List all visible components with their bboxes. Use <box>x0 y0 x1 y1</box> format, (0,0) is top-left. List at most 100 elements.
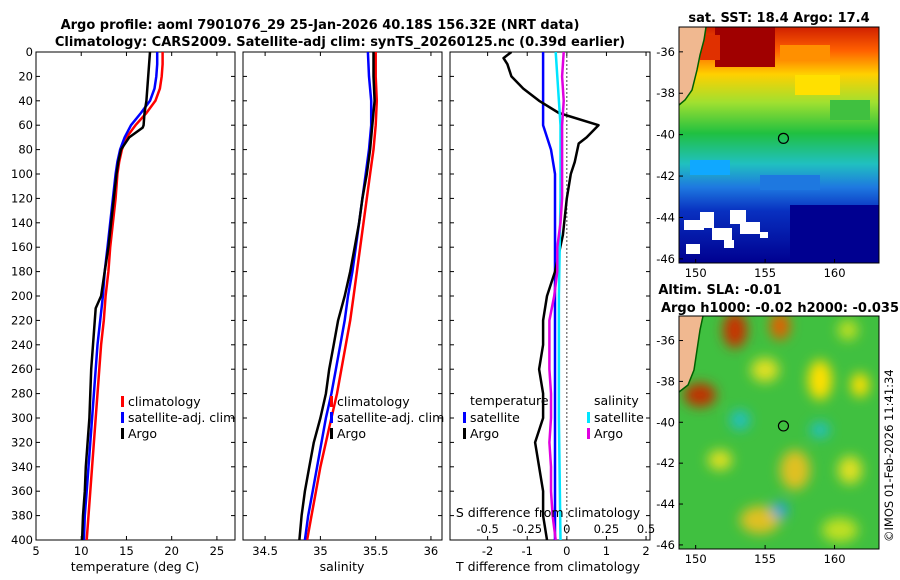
map-y-tick-label: -38 <box>656 86 675 100</box>
y-tick-label: 280 <box>11 387 33 401</box>
map-y-tick-label: -38 <box>656 374 675 388</box>
salinity-legend: climatology satellite-adj. clim Argo <box>330 394 444 441</box>
legend-label-climatology: climatology <box>337 394 410 409</box>
imos-watermark: ©IMOS 01-Feb-2026 11:41:34 <box>882 369 896 542</box>
y-tick-label: 180 <box>11 265 33 279</box>
top-tick-label: -0.5 <box>476 522 498 536</box>
salinity-depth-ticks <box>243 51 442 541</box>
legend-label-s-argo: Argo <box>594 426 623 441</box>
x-tick-label: 36 <box>424 544 439 558</box>
x-tick-label: 25 <box>210 544 225 558</box>
sla-argo-marker <box>777 420 790 432</box>
y-tick-label: 100 <box>11 167 33 181</box>
sst-warm-block <box>700 35 720 60</box>
t-difference-axis-label: T difference from climatology <box>455 559 641 574</box>
sla-map-field <box>679 316 879 549</box>
sst-warm-core <box>715 27 775 67</box>
legend-swatch-argo <box>330 428 333 439</box>
sst-map-ticks: 150 155 160 -36 -38 -40 -42 -44 -46 <box>656 45 845 280</box>
s-difference-axis-label: S difference from climatology <box>456 505 641 520</box>
temperature-panel: 0 20 40 60 80 100 120 140 160 180 200 220 240 260 280 3… <box>11 45 236 574</box>
x-tick-label: 0 <box>563 544 570 558</box>
difference-legend: temperature satellite Argo salinity sate… <box>463 393 644 441</box>
salinity-axis-label: salinity <box>320 559 365 574</box>
sst-map-field <box>679 27 879 263</box>
map-y-tick-label: -36 <box>656 334 675 348</box>
map-y-tick-label: -44 <box>656 497 675 511</box>
sst-blue-block <box>760 175 820 190</box>
salinity-axes-box <box>242 51 443 541</box>
legend-swatch-satellite <box>330 412 333 423</box>
series-line-climatology <box>85 52 164 540</box>
sst-argo-marker <box>777 132 790 144</box>
legend-swatch-s-satellite <box>587 412 590 423</box>
sla-map: Altim. SLA: -0.01 Argo h1000: -0.02 h200… <box>656 283 899 566</box>
map-y-tick-label: -46 <box>656 252 675 266</box>
map-x-tick-label: 150 <box>685 266 707 280</box>
map-y-tick-label: -42 <box>656 169 675 183</box>
y-tick-label: 20 <box>18 69 33 83</box>
salinity-panel: 34.5 35 35.5 36 salinity climatology satell… <box>242 51 444 574</box>
legend-label-climatology: climatology <box>128 394 201 409</box>
figure-title-line1: Argo profile: aoml 7901076_29 25-Jan-202… <box>61 18 580 33</box>
sla-anomaly-blobs <box>684 316 869 542</box>
sst-land <box>679 27 706 105</box>
legend-swatch-satellite <box>121 412 124 423</box>
legend-label-satellite: satellite-adj. clim <box>128 410 235 425</box>
map-y-tick-label: -42 <box>656 456 675 470</box>
x-tick-label: 20 <box>164 544 179 558</box>
sst-map-frame <box>678 26 880 264</box>
salinity-axis-ticks: 34.5 35 35.5 36 <box>252 52 438 558</box>
x-tick-label: 5 <box>32 544 39 558</box>
x-tick-label: 34.5 <box>252 544 278 558</box>
legend-label-argo: Argo <box>337 426 366 441</box>
legend-swatch-t-argo <box>463 428 466 439</box>
y-tick-label: 0 <box>26 45 33 59</box>
map-y-tick-label: -36 <box>656 45 675 59</box>
map-y-tick-label: -40 <box>656 128 675 142</box>
map-x-tick-label: 155 <box>754 266 776 280</box>
sst-yellow-block <box>795 75 840 95</box>
temperature-axis-label: temperature (deg C) <box>71 559 200 574</box>
legend-label-satellite: satellite-adj. clim <box>337 410 444 425</box>
legend-label-t-satellite: satellite <box>470 410 520 425</box>
map-y-tick-label: -44 <box>656 210 675 224</box>
x-tick-label: 35 <box>313 544 328 558</box>
map-y-tick-label: -40 <box>656 415 675 429</box>
series-line-t-argo <box>502 52 600 540</box>
series-line-argo <box>80 52 152 540</box>
top-tick-label: 0.25 <box>594 522 620 536</box>
sla-map-title: Altim. SLA: -0.01 <box>658 283 781 298</box>
sst-cold-block <box>790 205 879 263</box>
map-y-tick-label: -46 <box>656 538 675 552</box>
sst-map: sat. SST: 18.4 Argo: 17.4 <box>656 11 880 280</box>
x-tick-label: 2 <box>642 544 649 558</box>
legend-swatch-s-argo <box>587 428 590 439</box>
y-tick-label: 140 <box>11 216 33 230</box>
series-line-t-satellite <box>541 52 557 540</box>
legend-title-salinity: salinity <box>594 393 639 408</box>
y-tick-label: 300 <box>11 411 33 425</box>
map-x-tick-label: 160 <box>824 266 846 280</box>
legend-swatch-t-satellite <box>463 412 466 423</box>
y-tick-label: 200 <box>11 289 33 303</box>
y-tick-label: 260 <box>11 362 33 376</box>
x-tick-label: 15 <box>119 544 134 558</box>
sst-blocks <box>690 27 879 263</box>
legend-label-t-argo: Argo <box>470 426 499 441</box>
sla-coastline <box>679 316 704 393</box>
x-tick-label: 35.5 <box>363 544 389 558</box>
y-tick-label: 320 <box>11 435 33 449</box>
series-line-s-satellite <box>554 52 562 540</box>
x-tick-label: 10 <box>74 544 89 558</box>
legend-swatch-climatology <box>121 396 124 407</box>
y-tick-label: 380 <box>11 509 33 523</box>
map-x-tick-label: 160 <box>824 552 846 566</box>
sla-map-frame <box>678 315 880 550</box>
series-line-climatology <box>305 52 379 540</box>
top-tick-label: 0.5 <box>637 522 655 536</box>
y-tick-label: 240 <box>11 338 33 352</box>
y-tick-label: 340 <box>11 460 33 474</box>
